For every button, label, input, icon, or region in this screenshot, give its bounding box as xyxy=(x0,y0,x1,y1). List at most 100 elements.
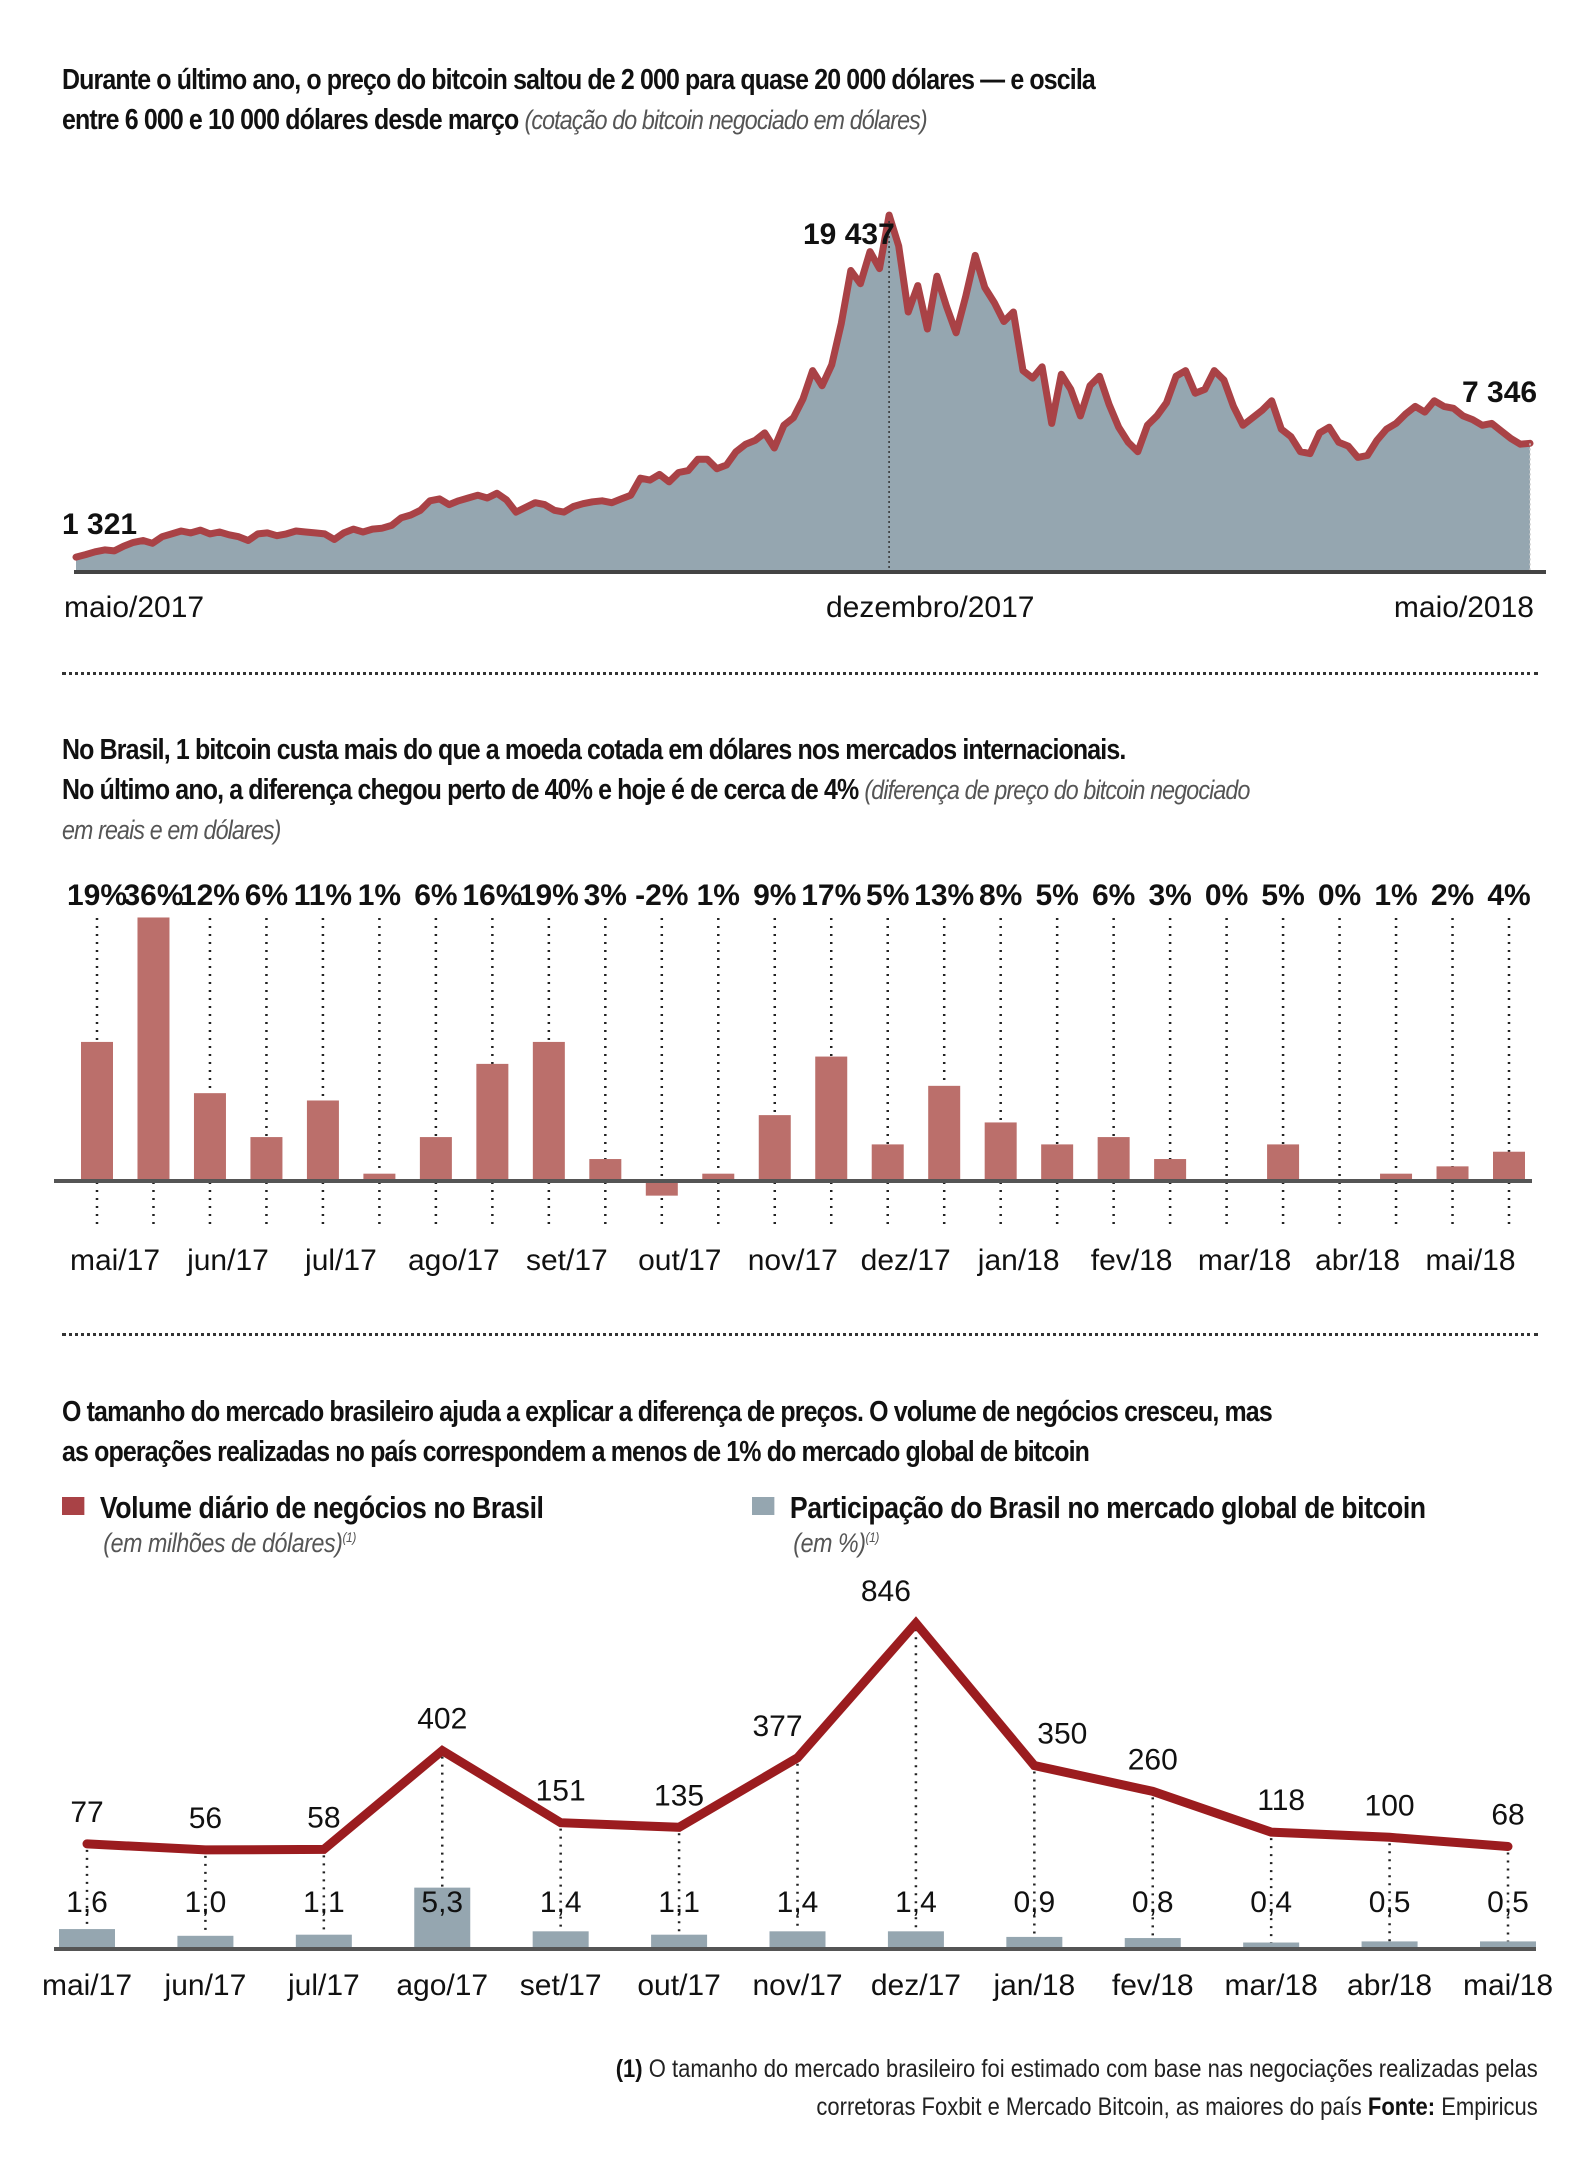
x-tick-label: ago/17 xyxy=(408,1244,500,1277)
chart2-subtitle-a: (diferença de preço do bitcoin negociado xyxy=(864,775,1250,805)
volume-value-label: 151 xyxy=(536,1775,586,1808)
share-value-label: 0,8 xyxy=(1132,1886,1174,1919)
bar xyxy=(306,1100,339,1181)
bar-value-label: 1% xyxy=(697,879,740,912)
x-tick-label: ago/17 xyxy=(396,1969,488,2002)
legend-label: Participação do Brasil no mercado global… xyxy=(789,1490,1426,1525)
share-value-label: 1,4 xyxy=(540,1886,582,1919)
bar xyxy=(81,1041,113,1181)
bar xyxy=(532,1041,565,1181)
footnote-ref: (1) xyxy=(865,1529,880,1545)
share-value-label: 1,4 xyxy=(777,1886,819,1919)
share-bar xyxy=(532,1931,589,1947)
x-tick-label: maio/2017 xyxy=(64,591,204,624)
share-value-label: 0,9 xyxy=(1013,1886,1055,1919)
chart2-title: No Brasil, 1 bitcoin custa mais do que a… xyxy=(62,730,1250,850)
share-bar xyxy=(769,1931,826,1947)
share-bar xyxy=(1243,1942,1300,1947)
bar-value-label: 13% xyxy=(914,879,974,912)
chart2-title-line1: No Brasil, 1 bitcoin custa mais do que a… xyxy=(62,734,1126,766)
bar xyxy=(1097,1137,1130,1181)
legend-label: Volume diário de negócios no Brasil xyxy=(99,1490,544,1525)
share-value-label: 0,5 xyxy=(1487,1886,1529,1919)
share-value-label: 1,1 xyxy=(303,1886,345,1919)
x-tick-label: dezembro/2017 xyxy=(826,591,1034,624)
bar-value-label: 6% xyxy=(245,879,288,912)
footnote-ref: (1) xyxy=(342,1529,356,1545)
bar-value-label: 1% xyxy=(358,879,401,912)
share-bar xyxy=(1361,1941,1418,1947)
share-value-label: 0,4 xyxy=(1250,1886,1292,1919)
legend-item-share: Participação do Brasil no mercado global… xyxy=(752,1490,1426,1559)
volume-value-label: 260 xyxy=(1128,1743,1178,1776)
source-label: Fonte: xyxy=(1368,2093,1436,2121)
x-tick-label: fev/18 xyxy=(1112,1969,1194,2002)
share-value-label: 1,0 xyxy=(185,1886,227,1919)
bar-value-label: 36% xyxy=(123,879,183,912)
x-tick-label: out/17 xyxy=(638,1244,721,1277)
bar xyxy=(476,1063,509,1181)
x-tick-labels-group: mai/17 jun/17 jul/17 ago/17 set/17 out/17 nov/… xyxy=(42,1969,1553,2002)
bar-value-label: 0% xyxy=(1318,879,1361,912)
chart1-title-line1: Durante o último ano, o preço do bitcoin… xyxy=(62,64,1096,96)
bar-value-label: 12% xyxy=(180,879,240,912)
legend-swatch-red xyxy=(62,1497,85,1515)
section-divider xyxy=(62,672,1538,675)
volume-value-label: 402 xyxy=(417,1703,467,1736)
chart1-title: Durante o último ano, o preço do bitcoin… xyxy=(62,60,1096,140)
volume-labels-group: 77 56 58 402 151 135 377 846 350 260 118 100 68 xyxy=(70,1575,1524,1835)
bar xyxy=(1380,1173,1413,1181)
bar xyxy=(815,1056,848,1181)
x-tick-label: jan/18 xyxy=(992,1969,1075,2002)
x-tick-label: mai/18 xyxy=(1425,1244,1515,1277)
chart3-title-line1: O tamanho do mercado brasileiro ajuda a … xyxy=(62,1396,1273,1428)
share-bar xyxy=(177,1935,234,1947)
bar-value-label: -2% xyxy=(635,879,688,912)
bar xyxy=(589,1159,622,1181)
bar xyxy=(928,1085,961,1181)
bar-value-label: 17% xyxy=(801,879,861,912)
bar xyxy=(193,1093,226,1181)
x-tick-label: nov/17 xyxy=(748,1244,838,1277)
bar-value-label: 19% xyxy=(519,879,579,912)
bar-value-label: 16% xyxy=(462,879,522,912)
bar xyxy=(1436,1166,1469,1181)
bar-value-label: 19% xyxy=(67,879,127,912)
volume-value-label: 846 xyxy=(861,1575,911,1608)
x-tick-label: dez/17 xyxy=(871,1969,961,2002)
bar xyxy=(871,1144,904,1181)
x-tick-label: jul/17 xyxy=(287,1969,360,2002)
legend-unit-wrap: (em milhões de dólares)(1) xyxy=(103,1528,543,1559)
section-divider xyxy=(62,1333,1538,1336)
volume-value-label: 377 xyxy=(752,1710,802,1743)
share-bar xyxy=(414,1887,471,1947)
annotation-peak: 19 437 xyxy=(803,218,895,251)
volume-value-label: 135 xyxy=(654,1779,704,1812)
volume-value-label: 56 xyxy=(189,1802,222,1835)
chart1-subtitle: (cotação do bitcoin negociado em dólares… xyxy=(524,105,927,135)
share-labels-group: 1,6 1,0 1,1 5,3 1,4 1,1 1,4 1,4 0,9 0,8 0,4 0,5 0,5 xyxy=(66,1886,1529,1919)
volume-value-label: 350 xyxy=(1037,1718,1087,1751)
footnote-line1: O tamanho do mercado brasileiro foi esti… xyxy=(648,2055,1538,2083)
bar xyxy=(645,1181,678,1196)
bar xyxy=(250,1137,283,1181)
footnote: (1) O tamanho do mercado brasileiro foi … xyxy=(616,2050,1538,2126)
volume-value-label: 68 xyxy=(1491,1798,1524,1831)
bar-value-label: 3% xyxy=(1148,879,1191,912)
share-bar xyxy=(1006,1936,1063,1947)
bar xyxy=(1041,1144,1074,1181)
dotted-guides xyxy=(85,1629,1510,1943)
x-tick-label: jun/17 xyxy=(164,1969,247,2002)
bar-value-label: 0% xyxy=(1205,879,1248,912)
value-labels-group: 19%36%12% 6% 11% 1% 6% 16%19% 3% -2% 1% 9% 17% 5% 13… xyxy=(67,879,1531,912)
bitcoin-price-area-chart: 1 321 19 437 7 346 maio/2017 dezembro/20… xyxy=(62,211,1546,624)
bar xyxy=(1267,1144,1300,1181)
share-bar xyxy=(59,1929,115,1947)
volume-value-label: 100 xyxy=(1365,1789,1415,1822)
source-name: Empiricus xyxy=(1441,2093,1538,2121)
volume-value-label: 77 xyxy=(70,1796,103,1829)
bar-value-label: 1% xyxy=(1374,879,1417,912)
share-bars-group xyxy=(59,1887,1536,1947)
bar xyxy=(137,917,170,1181)
